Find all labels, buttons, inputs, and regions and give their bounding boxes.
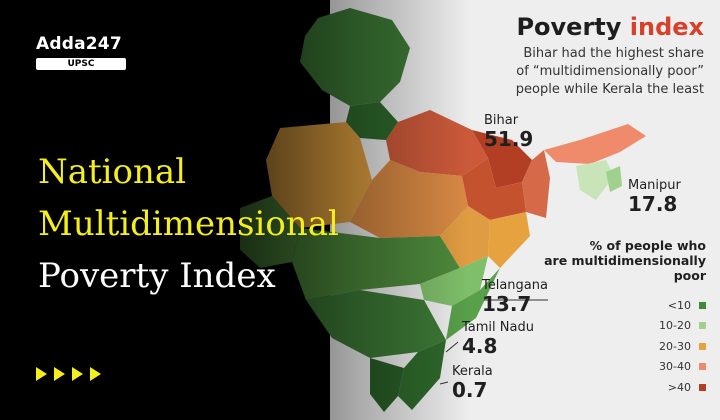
legend-item: >40 (526, 377, 706, 398)
callout-kerala: Kerala 0.7 (452, 364, 493, 401)
title-line-3: Poverty Index (38, 256, 276, 296)
callout-state: Telangana (482, 278, 548, 293)
map-region-bengal (522, 150, 550, 218)
legend-items: <10 10-20 20-30 30-40 >40 (526, 295, 706, 398)
map-region-jharkhand (462, 158, 526, 220)
map-region-odisha (488, 212, 530, 268)
callout-state: Bihar (484, 113, 519, 128)
callout-bihar: Bihar 51.9 (484, 113, 533, 150)
callout-state: Manipur (628, 178, 681, 193)
callout-state: Tamil Nadu (462, 320, 534, 335)
callout-tamil-nadu: Tamil Nadu 4.8 (462, 320, 534, 357)
map-region-bihar (472, 130, 532, 188)
graphic-subtitle: Bihar had the highest share of “multidim… (515, 46, 704, 97)
title-line-1: National (38, 152, 187, 192)
brand-sub: UPSC (36, 58, 126, 70)
callout-telangana: Telangana 13.7 (482, 278, 548, 315)
callout-value: 0.7 (452, 378, 488, 402)
legend-item: <10 (526, 295, 706, 316)
legend-swatch (699, 363, 706, 371)
arrow-row (36, 367, 101, 381)
callout-state: Kerala (452, 364, 493, 379)
map-region-northeast-assam (544, 124, 646, 164)
page-title: National Multidimensional Poverty Index (38, 146, 339, 302)
brand-name: Adda247 (36, 34, 122, 54)
map-region-manipur (606, 166, 622, 192)
play-arrow-icon (36, 367, 47, 381)
play-arrow-icon (90, 367, 101, 381)
graphic-title: Poverty index (516, 13, 704, 41)
map-region-northeast-south (576, 160, 614, 200)
legend-swatch (699, 342, 706, 350)
legend-swatch (699, 301, 706, 309)
play-arrow-icon (72, 367, 83, 381)
callout-value: 13.7 (482, 292, 532, 316)
legend-title: % of people who are multidimensionally p… (544, 238, 706, 283)
callout-manipur: Manipur 17.8 (628, 178, 681, 215)
title-line-2: Multidimensional (38, 204, 339, 244)
legend-swatch (699, 383, 706, 391)
callout-value: 51.9 (484, 127, 534, 151)
map-legend: % of people who are multidimensionally p… (526, 238, 706, 398)
brand-logo[interactable]: Adda247 UPSC (36, 34, 126, 70)
callout-value: 4.8 (462, 334, 498, 358)
callout-value: 17.8 (628, 192, 678, 216)
legend-item: 30-40 (526, 357, 706, 378)
play-arrow-icon (54, 367, 65, 381)
legend-item: 20-30 (526, 336, 706, 357)
graphic-header: Poverty index Bihar had the highest shar… (444, 12, 704, 99)
legend-item: 10-20 (526, 316, 706, 337)
legend-swatch (699, 322, 706, 330)
black-backdrop (0, 0, 240, 420)
